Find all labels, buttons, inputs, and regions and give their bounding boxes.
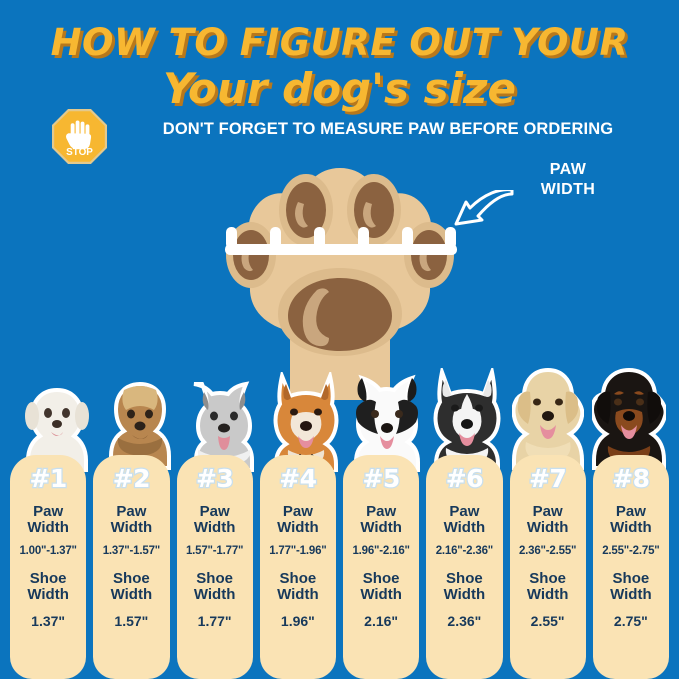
paw-width-label-line2: Width xyxy=(110,518,153,536)
paw-width-callout: PAW WIDTH xyxy=(508,160,628,199)
size-card-number: #2 xyxy=(111,464,151,493)
paw-width-range: 1.96"-2.16" xyxy=(352,544,410,557)
paw-width-label-line1: Paw xyxy=(532,502,563,520)
ruler-icon xyxy=(225,227,457,255)
size-card-1[interactable]: #1 Paw Width 1.00"-1.37" Shoe Width 1.37… xyxy=(10,455,87,679)
size-card-number: #5 xyxy=(361,464,401,493)
size-card-2[interactable]: #2 Paw Width 1.37"-1.57" Shoe Width 1.57… xyxy=(93,455,170,679)
page-title-line-1: HOW TO FIGURE OUT YOUR xyxy=(50,21,629,64)
stop-sign-label: STOP xyxy=(66,147,93,158)
dog-photo-bichon-frise xyxy=(25,387,89,472)
size-card-7[interactable]: #7 Paw Width 2.36"-2.55" Shoe Width 2.55… xyxy=(509,455,586,679)
size-card-number: #6 xyxy=(444,464,484,493)
paw-width-label-line2: Width xyxy=(443,518,486,536)
size-card-number: #7 xyxy=(528,464,568,493)
callout-line-2: WIDTH xyxy=(540,180,596,198)
paw-width-label-line1: Paw xyxy=(366,502,397,520)
shoe-width-label-line1: Shoe xyxy=(196,569,233,587)
size-chart-cards: #1 Paw Width 1.00"-1.37" Shoe Width 1.37… xyxy=(10,455,669,679)
shoe-width-value: 2.36" xyxy=(447,613,482,630)
shoe-width-label-line1: Shoe xyxy=(29,569,67,587)
shoe-width-label-line2: Width xyxy=(110,586,153,604)
shoe-width-value: 1.37" xyxy=(31,613,66,630)
paw-width-range: 2.55"-2.75" xyxy=(602,544,660,557)
callout-line-1: PAW xyxy=(549,161,587,178)
paw-width-label-line1: Paw xyxy=(282,502,313,520)
shoe-width-label-line1: Shoe xyxy=(362,569,400,587)
shoe-width-value: 2.55" xyxy=(530,613,565,630)
paw-width-label-line1: Paw xyxy=(615,502,646,520)
shoe-width-label-line1: Shoe xyxy=(446,569,483,587)
size-card-4[interactable]: #4 Paw Width 1.77"-1.96" Shoe Width 1.96… xyxy=(259,455,336,679)
subtitle: DON'T FORGET TO MEASURE PAW BEFORE ORDER… xyxy=(162,120,614,138)
shoe-width-label-line2: Width xyxy=(27,586,69,604)
dog-breed-photo-strip xyxy=(0,352,679,472)
shoe-width-value: 2.75" xyxy=(613,613,648,630)
shoe-width-label-line1: Shoe xyxy=(612,569,650,587)
shoe-width-value: 1.77" xyxy=(197,613,232,630)
dog-photo-border-collie xyxy=(354,374,420,472)
size-card-6[interactable]: #6 Paw Width 2.16"-2.36" Shoe Width 2.36… xyxy=(426,455,503,679)
paw-width-label-line2: Width xyxy=(360,518,402,536)
size-card-number: #8 xyxy=(611,464,651,493)
shoe-width-label-line1: Shoe xyxy=(279,569,317,587)
size-card-number: #3 xyxy=(195,464,235,493)
paw-width-range: 1.77"-1.96" xyxy=(269,544,327,557)
paw-width-label-line2: Width xyxy=(277,518,319,536)
size-card-number: #4 xyxy=(278,464,318,493)
shoe-width-label-line2: Width xyxy=(360,586,402,604)
size-card-3[interactable]: #3 Paw Width 1.57"-1.77" Shoe Width 1.77… xyxy=(176,455,253,679)
shoe-width-value: 1.96" xyxy=(280,613,315,630)
header-title-block: HOW TO FIGURE OUT YOUR Your dog's size xyxy=(0,21,679,113)
curved-arrow-left-icon xyxy=(454,190,514,226)
size-card-number: #1 xyxy=(28,464,68,493)
paw-width-label-line2: Width xyxy=(610,518,652,536)
paw-width-label-line2: Width xyxy=(526,518,569,536)
paw-width-range: 1.37"-1.57" xyxy=(102,544,161,557)
shoe-width-label-line2: Width xyxy=(443,586,486,604)
paw-width-label-line1: Paw xyxy=(449,502,480,520)
shoe-width-label-line1: Shoe xyxy=(113,569,150,587)
shoe-width-label-line2: Width xyxy=(277,586,319,604)
shoe-width-label-line2: Width xyxy=(526,586,569,604)
paw-width-label-line2: Width xyxy=(27,518,69,536)
shoe-width-value: 2.16" xyxy=(364,613,399,630)
size-card-8[interactable]: #8 Paw Width 2.55"-2.75" Shoe Width 2.75… xyxy=(592,455,669,679)
paw-width-range: 1.57"-1.77" xyxy=(185,544,244,557)
page-title-line-2: Your dog's size xyxy=(163,63,516,113)
paw-width-label-line1: Paw xyxy=(199,502,230,520)
shoe-width-label-line2: Width xyxy=(193,586,236,604)
paw-width-label-line2: Width xyxy=(193,518,236,536)
size-card-5[interactable]: #5 Paw Width 1.96"-2.16" Shoe Width 2.16… xyxy=(343,455,420,679)
paw-width-label-line1: Paw xyxy=(116,502,147,520)
paw-width-label-line1: Paw xyxy=(33,502,64,520)
paw-width-range: 1.00"-1.37" xyxy=(19,544,77,557)
stop-hand-icon: STOP xyxy=(52,109,107,164)
shoe-width-label-line1: Shoe xyxy=(529,569,566,587)
shoe-width-value: 1.57" xyxy=(114,613,149,630)
paw-width-range: 2.36"-2.55" xyxy=(518,544,577,557)
shoe-width-label-line2: Width xyxy=(610,586,652,604)
paw-width-range: 2.16"-2.36" xyxy=(435,544,494,557)
